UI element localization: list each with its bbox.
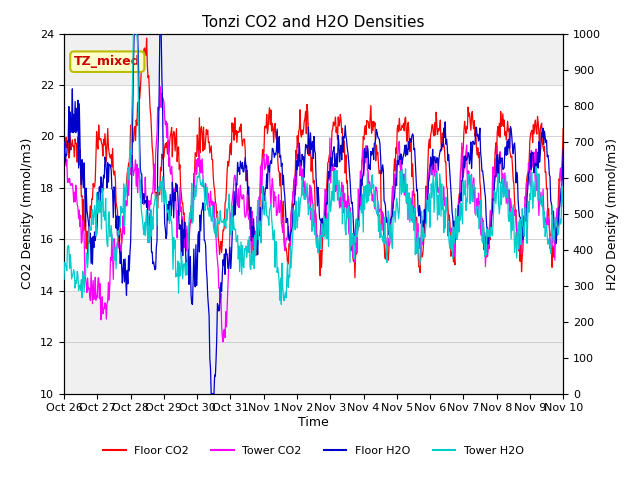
Title: Tonzi CO2 and H2O Densities: Tonzi CO2 and H2O Densities xyxy=(202,15,425,30)
Legend: Floor CO2, Tower CO2, Floor H2O, Tower H2O: Floor CO2, Tower CO2, Floor H2O, Tower H… xyxy=(99,441,529,460)
Y-axis label: H2O Density (mmol/m3): H2O Density (mmol/m3) xyxy=(607,138,620,289)
Bar xyxy=(64,85,563,291)
Y-axis label: CO2 Density (mmol/m3): CO2 Density (mmol/m3) xyxy=(22,138,35,289)
X-axis label: Time: Time xyxy=(298,416,329,429)
Text: TZ_mixed: TZ_mixed xyxy=(74,55,141,68)
